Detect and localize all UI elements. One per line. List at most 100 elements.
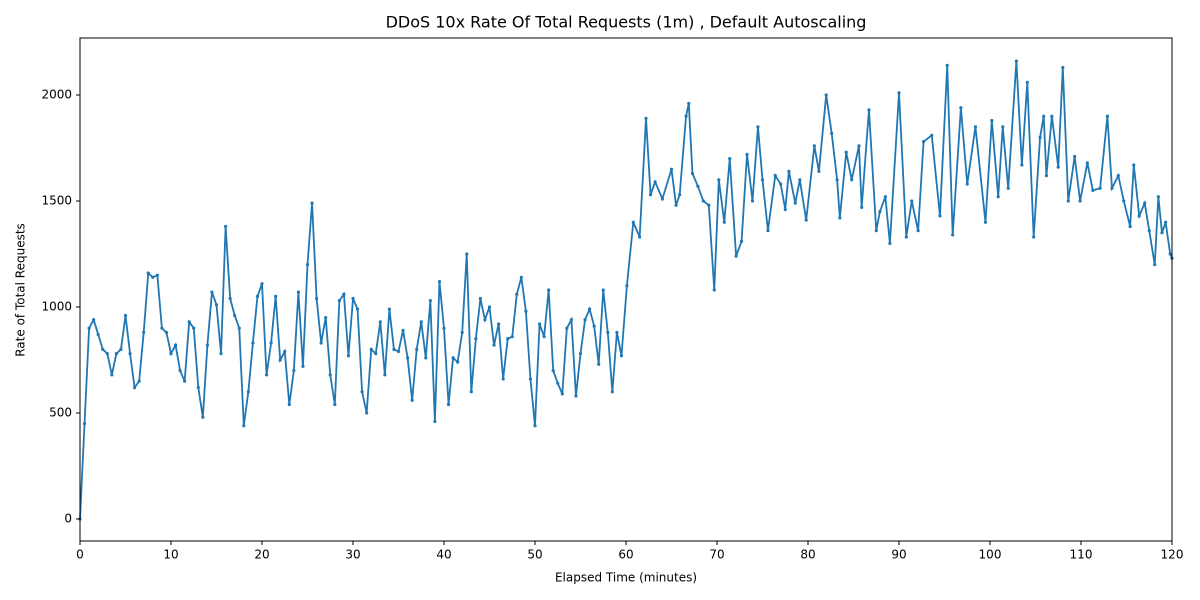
- data-point: [492, 343, 496, 347]
- data-point: [638, 235, 642, 239]
- data-point: [528, 377, 533, 381]
- data-point: [224, 224, 228, 229]
- data-point: [812, 144, 816, 148]
- data-point: [1042, 114, 1046, 118]
- data-point: [160, 326, 164, 330]
- data-point: [798, 178, 802, 182]
- data-point: [904, 235, 908, 239]
- data-point: [1085, 161, 1089, 165]
- data-point: [469, 390, 473, 394]
- data-point: [246, 390, 250, 394]
- data-point: [451, 356, 455, 360]
- data-point: [378, 320, 382, 324]
- data-point: [487, 305, 492, 309]
- data-point: [355, 307, 360, 311]
- data-point: [310, 201, 314, 205]
- data-point: [867, 108, 871, 112]
- data-point: [173, 343, 178, 347]
- data-point: [497, 322, 501, 326]
- data-point: [1132, 163, 1136, 167]
- data-point: [959, 106, 963, 110]
- data-point: [133, 385, 137, 390]
- data-point: [251, 341, 255, 345]
- data-point: [274, 294, 278, 298]
- data-point: [96, 332, 100, 337]
- y-tick-label: 0: [64, 511, 72, 525]
- x-tick-label: 80: [800, 548, 815, 562]
- data-point: [219, 352, 223, 356]
- data-point: [830, 131, 834, 135]
- data-point: [951, 233, 955, 237]
- data-point: [365, 411, 369, 415]
- data-point: [360, 390, 364, 394]
- data-point: [824, 93, 828, 97]
- data-point: [783, 207, 787, 212]
- data-point: [883, 195, 887, 199]
- data-point: [456, 360, 460, 364]
- data-point: [916, 229, 920, 233]
- data-point: [606, 330, 610, 335]
- data-point: [187, 320, 191, 324]
- data-point: [1116, 173, 1120, 178]
- data-point: [119, 347, 123, 351]
- data-point: [690, 171, 695, 176]
- data-point: [319, 341, 323, 345]
- data-point: [437, 279, 442, 284]
- data-point: [701, 199, 705, 203]
- data-point: [337, 299, 341, 303]
- data-point: [465, 252, 469, 256]
- data-point: [569, 318, 574, 322]
- data-point: [1110, 186, 1114, 190]
- data-point: [838, 216, 842, 220]
- data-point: [424, 356, 428, 360]
- data-point: [1105, 114, 1109, 118]
- data-point: [684, 114, 688, 118]
- y-tick-label: 1500: [41, 194, 72, 208]
- data-point: [625, 284, 629, 288]
- data-point: [983, 220, 988, 224]
- data-point: [501, 377, 505, 381]
- data-point: [610, 390, 614, 394]
- data-point: [921, 140, 926, 144]
- x-tick-label: 10: [163, 548, 178, 562]
- data-point: [551, 368, 555, 373]
- data-point: [1014, 59, 1018, 63]
- data-point: [260, 282, 264, 286]
- data-point: [1066, 199, 1070, 203]
- data-point: [1128, 224, 1132, 229]
- data-point: [615, 330, 619, 335]
- y-tick-label: 2000: [41, 88, 72, 102]
- data-point: [210, 290, 214, 294]
- data-point: [631, 220, 635, 224]
- data-point: [1143, 201, 1147, 205]
- x-tick-label: 70: [709, 548, 724, 562]
- data-point: [1160, 231, 1164, 235]
- data-point: [415, 347, 419, 351]
- data-point: [537, 322, 542, 326]
- data-point: [565, 326, 569, 330]
- y-tick-label: 1000: [41, 299, 72, 313]
- data-point: [324, 315, 328, 320]
- data-point: [287, 402, 291, 407]
- data-point: [315, 296, 319, 301]
- data-point: [1044, 173, 1049, 178]
- data-point: [804, 218, 808, 222]
- data-point: [328, 373, 332, 377]
- data-point: [648, 193, 653, 197]
- data-point: [137, 379, 141, 383]
- data-point: [533, 424, 537, 428]
- data-point: [930, 133, 934, 137]
- data-point: [410, 398, 414, 402]
- data-point: [850, 178, 854, 182]
- data-point: [1025, 80, 1029, 84]
- data-point: [687, 101, 691, 106]
- y-tick-label: 500: [49, 405, 72, 419]
- data-point: [214, 303, 219, 307]
- x-tick-label: 120: [1161, 548, 1184, 562]
- data-point: [578, 352, 583, 356]
- data-point: [101, 347, 105, 351]
- data-point: [717, 178, 721, 182]
- data-point: [857, 144, 861, 148]
- data-point: [1050, 114, 1054, 118]
- data-point: [114, 352, 118, 356]
